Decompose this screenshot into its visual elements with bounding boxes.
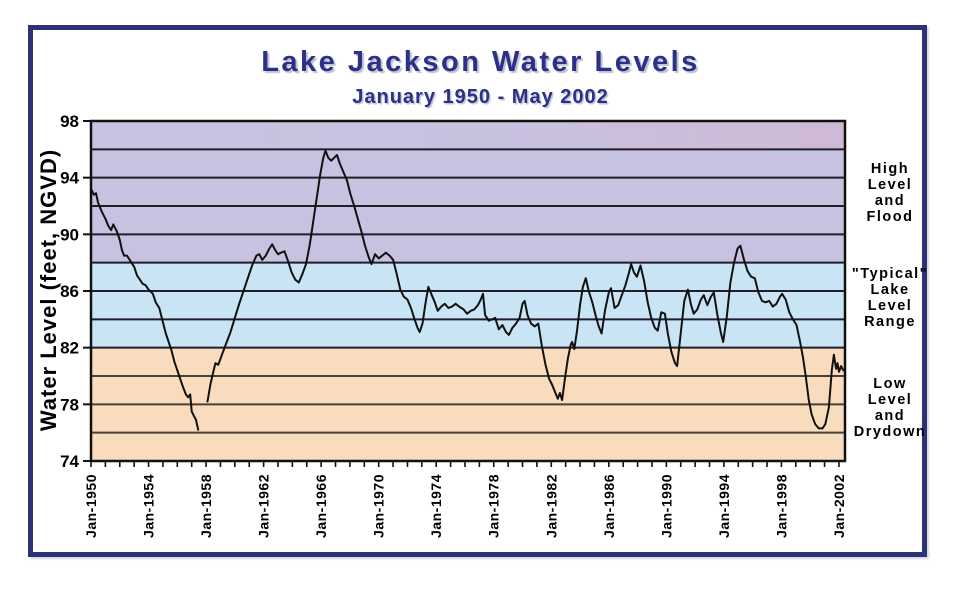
band-label-low-level-drydown: Low Level and Drydown: [853, 376, 927, 440]
x-tick-label-1982: Jan-1982: [543, 474, 559, 538]
page-subtitle: January 1950 - May 2002: [352, 86, 609, 108]
x-tick-label-1970: Jan-1970: [371, 474, 387, 538]
x-tick-label-1958: Jan-1958: [198, 474, 214, 538]
x-tick-label-1966: Jan-1966: [313, 474, 329, 538]
band-label-high-level-flood: High Level and Flood: [866, 161, 914, 225]
x-tick-label-1950: Jan-1950: [83, 474, 99, 538]
x-tick-label-1986: Jan-1986: [601, 474, 617, 538]
x-tick-label-1954: Jan-1954: [141, 474, 157, 538]
top-band-tint: [91, 121, 845, 150]
x-tick-label-1974: Jan-1974: [428, 474, 444, 538]
y-tick-label-74: 74: [60, 452, 79, 471]
y-tick-label-94: 94: [60, 169, 79, 188]
y-tick-label-78: 78: [60, 395, 79, 414]
x-tick-label-1978: Jan-1978: [486, 474, 502, 538]
plot-border: [89, 119, 847, 463]
water-level-line-segment-2: [206, 149, 845, 430]
band-label-typical-lake-level-range: "Typical" Lake Level Range: [851, 266, 929, 330]
x-tick-label-1990: Jan-1990: [658, 474, 674, 538]
y-tick-label-86: 86: [60, 282, 79, 301]
band-typical-lake-level-range: [91, 262, 845, 348]
y-tick-label-90: 90: [60, 225, 79, 244]
water-level-line-segment-1: [90, 188, 200, 431]
y-axis-title: Water Level (feet, NGVD): [36, 148, 61, 432]
x-tick-label-2002: Jan-2002: [831, 474, 847, 538]
x-tick-label-1962: Jan-1962: [256, 474, 272, 538]
x-tick-label-1994: Jan-1994: [716, 474, 732, 538]
x-tick-label-1998: Jan-1998: [773, 474, 789, 538]
y-tick-label-82: 82: [60, 339, 79, 358]
page-title: Lake Jackson Water Levels: [261, 46, 700, 78]
y-tick-label-98: 98: [60, 112, 79, 131]
